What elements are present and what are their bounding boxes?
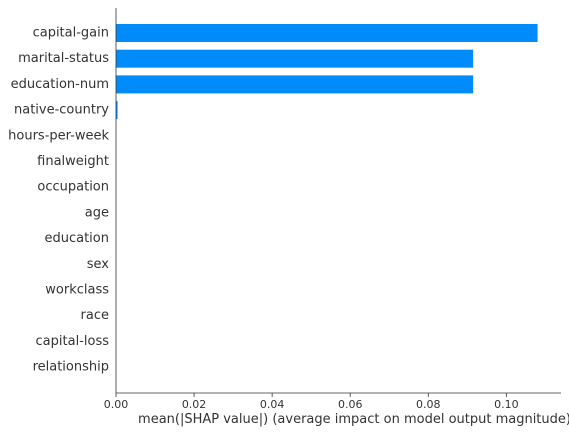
category-label-capital-loss: capital-loss [36, 334, 110, 349]
category-label-education-num: education-num [11, 77, 109, 92]
category-label-workclass: workclass [45, 283, 109, 298]
bar-marital-status [116, 49, 474, 68]
category-label-age: age [85, 205, 109, 220]
x-axis-title: mean(|SHAP value|) (average impact on mo… [138, 412, 569, 427]
category-label-occupation: occupation [37, 180, 109, 195]
category-label-hours-per-week: hours-per-week [8, 128, 109, 143]
bar-native-country [116, 101, 118, 120]
category-label-relationship: relationship [33, 360, 109, 375]
category-label-race: race [81, 308, 109, 323]
category-label-marital-status: marital-status [18, 51, 109, 66]
category-labels: capital-gain marital-status education-num n… [8, 26, 109, 375]
bar-education-num [116, 75, 474, 94]
x-tick-label: 0.06 [338, 398, 363, 411]
category-label-capital-gain: capital-gain [33, 26, 109, 41]
x-axis-ticks: 0.00 0.02 0.04 0.06 0.08 0.10 [104, 393, 519, 411]
category-label-education: education [44, 231, 109, 246]
bars-layer [116, 24, 538, 120]
x-tick-label: 0.10 [494, 398, 519, 411]
category-label-sex: sex [87, 257, 110, 272]
bar-capital-gain [116, 24, 538, 42]
x-tick-label: 0.04 [260, 398, 285, 411]
x-tick-label: 0.02 [182, 398, 207, 411]
x-tick-label: 0.08 [416, 398, 441, 411]
x-tick-label: 0.00 [104, 398, 129, 411]
category-label-finalweight: finalweight [37, 154, 109, 169]
category-label-native-country: native-country [14, 103, 109, 118]
